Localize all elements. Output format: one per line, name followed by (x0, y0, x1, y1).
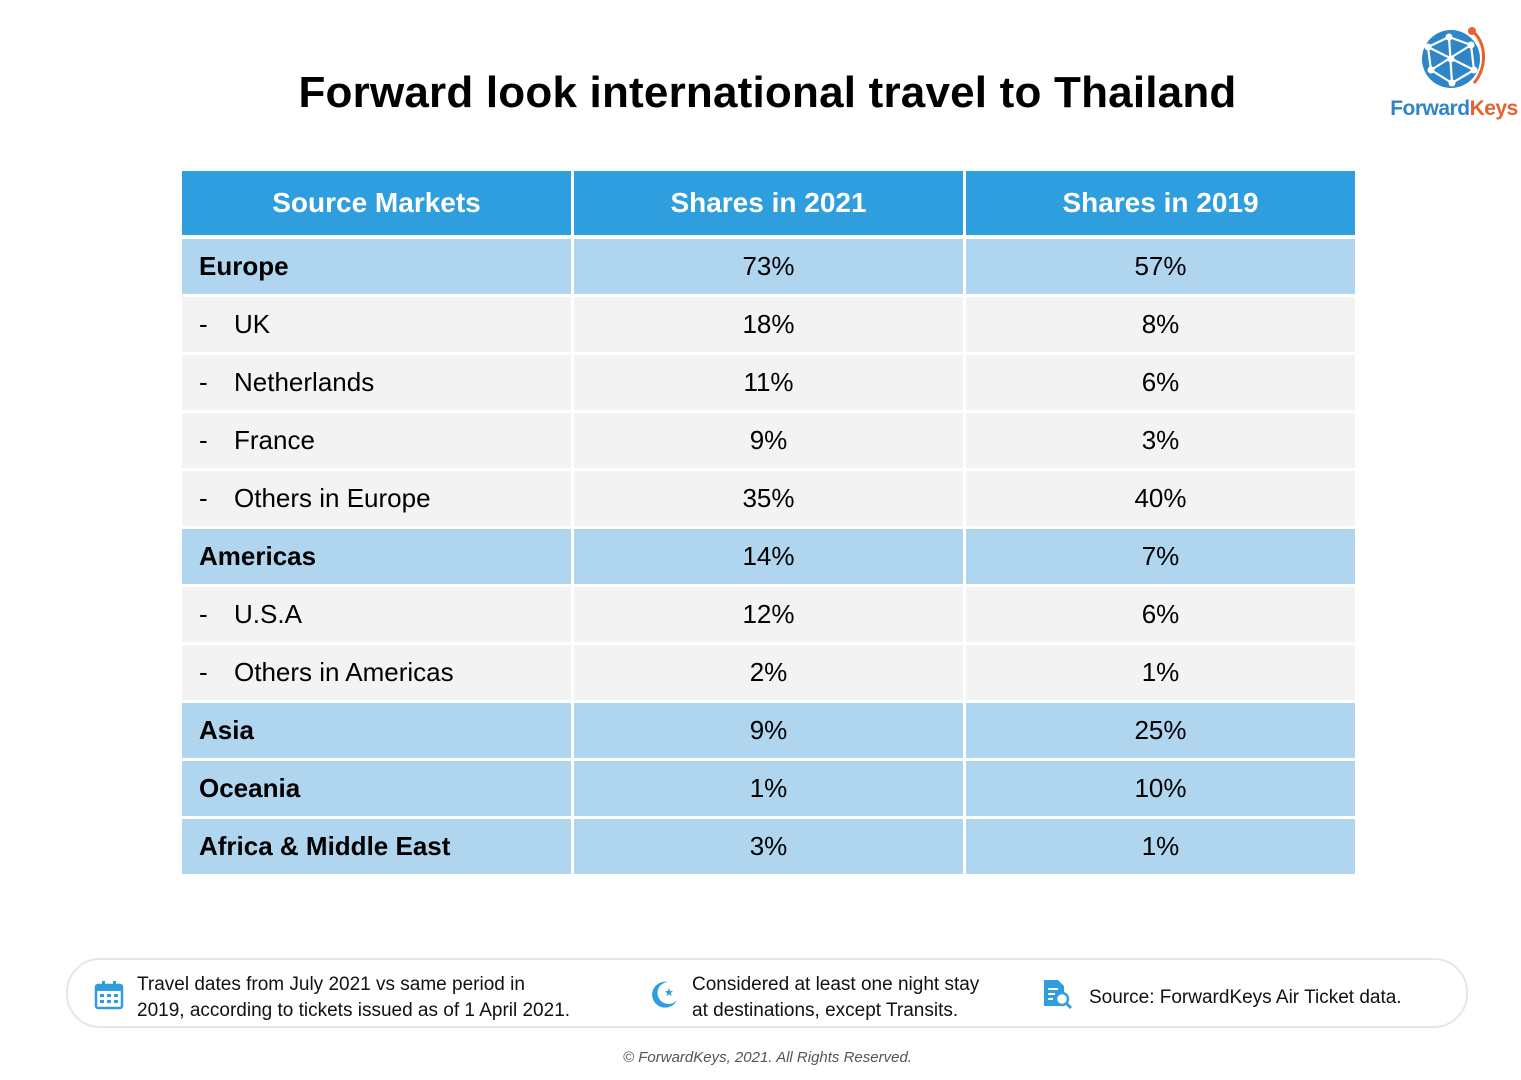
table-body: Europe 73% 57% - UK 18% 8% - Netherlands 11% 6% - Fr… (179, 235, 1358, 877)
forwardkeys-logo: ForwardKeys (1390, 25, 1520, 125)
share-2019-cell: 40% (963, 468, 1358, 529)
share-2019-cell: 1% (963, 642, 1358, 703)
table-header-row: Source Markets Shares in 2021 Shares in … (179, 168, 1358, 239)
note-travel-dates-line2: 2019, according to tickets issued as of … (137, 1000, 571, 1021)
share-2019-cell: 6% (963, 584, 1358, 645)
market-share-table: Source Markets Shares in 2021 Shares in … (179, 168, 1358, 877)
moon-stars-icon (652, 981, 677, 1008)
source-market-cell: - Others in Europe (179, 468, 574, 529)
share-2021-cell: 2% (571, 642, 966, 703)
note-travel-dates-line1: Travel dates from July 2021 vs same peri… (137, 974, 525, 995)
source-market-label: France (234, 425, 315, 455)
share-2019-cell: 57% (963, 235, 1358, 297)
table-row-region: Europe 73% 57% (179, 235, 1358, 297)
source-market-cell: Americas (179, 526, 574, 587)
source-market-cell: Africa & Middle East (179, 816, 574, 877)
share-2021-cell: 11% (571, 352, 966, 413)
source-market-cell: Europe (179, 235, 574, 297)
table-row-country: - UK 18% 8% (179, 294, 1358, 355)
source-market-label: Oceania (199, 773, 301, 803)
source-market-label: Others in Americas (234, 657, 454, 687)
sub-item-dash: - (199, 425, 208, 455)
source-market-cell: - Netherlands (179, 352, 574, 413)
source-market-cell: - France (179, 410, 574, 471)
source-market-cell: - U.S.A (179, 584, 574, 645)
page-title: Forward look international travel to Tha… (298, 68, 1237, 117)
globe-icon (1422, 27, 1486, 88)
table-row-region: Africa & Middle East 3% 1% (179, 816, 1358, 877)
table-row-region: Oceania 1% 10% (179, 758, 1358, 819)
source-market-label: Netherlands (234, 367, 375, 397)
brand-name-part2: Keys (1469, 97, 1519, 120)
share-2021-cell: 35% (571, 468, 966, 529)
share-2021-cell: 12% (571, 584, 966, 645)
source-market-label: Africa & Middle East (199, 831, 451, 861)
document-search-icon (1044, 980, 1073, 1010)
copyright: © ForwardKeys, 2021. All Rights Reserved… (623, 1049, 912, 1066)
share-2019-cell: 1% (963, 816, 1358, 877)
table-row-country: - Others in Europe 35% 40% (179, 468, 1358, 529)
source-market-cell: Asia (179, 700, 574, 761)
share-2021-cell: 1% (571, 758, 966, 819)
source-market-label: U.S.A (234, 599, 302, 629)
source-market-cell: Oceania (179, 758, 574, 819)
table-row-country: - France 9% 3% (179, 410, 1358, 471)
table-row-country: - Netherlands 11% 6% (179, 352, 1358, 413)
share-2019-cell: 10% (963, 758, 1358, 819)
sub-item-dash: - (199, 309, 208, 339)
share-2021-cell: 9% (571, 700, 966, 761)
share-2019-cell: 8% (963, 294, 1358, 355)
source-market-label: Europe (199, 251, 289, 281)
note-source: Source: ForwardKeys Air Ticket data. (1089, 985, 1449, 1011)
column-header-shares-2019: Shares in 2019 (963, 168, 1358, 239)
share-2019-cell: 3% (963, 410, 1358, 471)
source-market-cell: - Others in Americas (179, 642, 574, 703)
note-travel-dates: Travel dates from July 2021 vs same peri… (137, 972, 637, 1024)
footnotes-panel: Travel dates from July 2021 vs same peri… (66, 958, 1468, 1028)
sub-item-dash: - (199, 367, 208, 397)
note-night-stay-line2: at destinations, except Transits. (692, 1000, 959, 1021)
share-2021-cell: 3% (571, 816, 966, 877)
calendar-icon (94, 981, 124, 1010)
share-2019-cell: 25% (963, 700, 1358, 761)
source-market-label: Asia (199, 715, 254, 745)
table-row-country: - Others in Americas 2% 1% (179, 642, 1358, 703)
table-row-region: Asia 9% 25% (179, 700, 1358, 761)
brand-name-part1: Forward (1390, 97, 1470, 120)
share-2021-cell: 73% (571, 235, 966, 297)
column-header-shares-2021: Shares in 2021 (571, 168, 966, 239)
sub-item-dash: - (199, 599, 208, 629)
source-market-label: UK (234, 309, 271, 339)
share-2021-cell: 9% (571, 410, 966, 471)
table-row-region: Americas 14% 7% (179, 526, 1358, 587)
sub-item-dash: - (199, 657, 208, 687)
share-2019-cell: 6% (963, 352, 1358, 413)
table-row-country: - U.S.A 12% 6% (179, 584, 1358, 645)
share-2019-cell: 7% (963, 526, 1358, 587)
brand-name: ForwardKeys (1390, 97, 1518, 121)
column-header-source-markets: Source Markets (179, 168, 574, 239)
source-market-label: Americas (199, 541, 317, 571)
note-night-stay-line1: Considered at least one night stay (692, 974, 980, 995)
note-source-line1: Source: ForwardKeys Air Ticket data. (1089, 987, 1402, 1008)
sub-item-dash: - (199, 483, 208, 513)
note-night-stay: Considered at least one night stay at de… (692, 972, 1032, 1024)
share-2021-cell: 18% (571, 294, 966, 355)
share-2021-cell: 14% (571, 526, 966, 587)
source-market-label: Others in Europe (234, 483, 431, 513)
source-market-cell: - UK (179, 294, 574, 355)
